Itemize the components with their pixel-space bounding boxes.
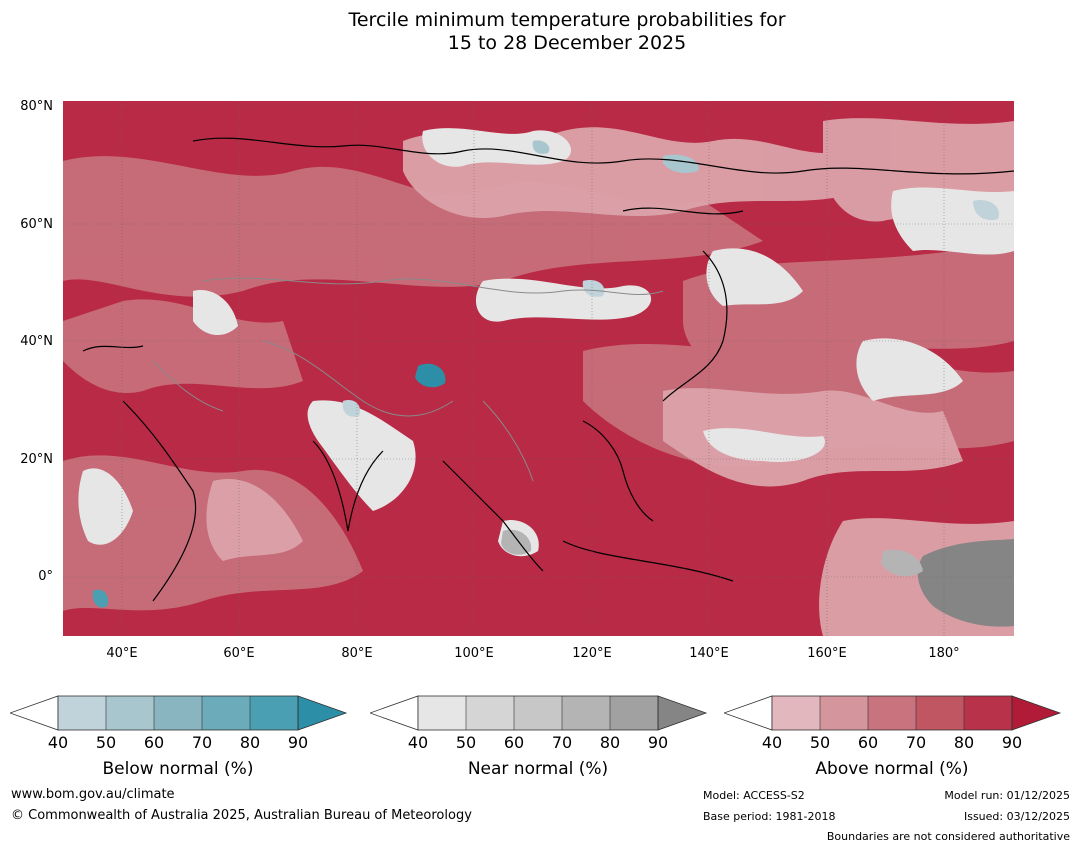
- model-run-text: Model run: 01/12/2025: [944, 789, 1070, 802]
- near-normal-high-areas: [917, 539, 1014, 627]
- near-normal-swatch-5: [610, 696, 658, 730]
- above-normal-legend-title: Above normal (%): [815, 759, 969, 779]
- lat-label-80n: 80°N: [20, 99, 53, 114]
- lat-label-0: 0°: [38, 569, 53, 584]
- above-normal-swatch-1: [772, 696, 820, 730]
- lat-label-60n: 60°N: [20, 217, 53, 232]
- country-borders: [152, 277, 664, 482]
- title-line-1: Tercile minimum temperature probabilitie…: [348, 9, 786, 31]
- near-normal-colorbar: [370, 695, 708, 731]
- lon-label-60e: 60°E: [223, 646, 255, 661]
- lon-label-120e: 120°E: [572, 646, 612, 661]
- website-link[interactable]: www.bom.gov.au/climate: [11, 787, 175, 802]
- lon-label-180: 180°: [928, 646, 960, 661]
- below-tick-60: 60: [143, 733, 165, 752]
- above-tick-60: 60: [857, 733, 879, 752]
- below-tick-50: 50: [95, 733, 117, 752]
- lon-label-100e: 100°E: [454, 646, 494, 661]
- coastlines: [82, 137, 1014, 602]
- near-normal-swatch-low: [370, 695, 419, 731]
- above-normal-swatch-high: [1011, 695, 1062, 731]
- lon-label-160e: 160°E: [807, 646, 847, 661]
- above-tick-80: 80: [953, 733, 975, 752]
- lat-label-20n: 20°N: [20, 452, 53, 467]
- below-normal-legend-title: Below normal (%): [102, 759, 254, 779]
- below-normal-swatch-1: [58, 696, 106, 730]
- below-normal-swatch-5: [250, 696, 298, 730]
- graticule: [63, 101, 1014, 636]
- below-normal-colorbar: [10, 695, 348, 731]
- below-tick-90: 90: [287, 733, 309, 752]
- below-normal-swatch-4: [202, 696, 250, 730]
- lon-label-40e: 40°E: [106, 646, 138, 661]
- map-title: Tercile minimum temperature probabilitie…: [0, 9, 1081, 55]
- near-tick-70: 70: [551, 733, 573, 752]
- below-normal-areas: [92, 140, 999, 608]
- above-normal-swatch-3: [868, 696, 916, 730]
- map-canvas: [63, 101, 1014, 636]
- lon-label-80e: 80°E: [341, 646, 373, 661]
- above-tick-90: 90: [1001, 733, 1023, 752]
- near-normal-swatch-3: [514, 696, 562, 730]
- near-normal-areas: [78, 128, 1014, 557]
- above-normal-colorbar: [724, 695, 1062, 731]
- probability-map: [63, 101, 1014, 636]
- below-tick-40: 40: [47, 733, 69, 752]
- near-normal-swatch-1: [418, 696, 466, 730]
- below-tick-80: 80: [239, 733, 261, 752]
- lat-label-40n: 40°N: [20, 334, 53, 349]
- near-tick-50: 50: [455, 733, 477, 752]
- issued-text: Issued: 03/12/2025: [963, 810, 1070, 823]
- near-normal-swatch-high: [657, 695, 708, 731]
- above-tick-70: 70: [905, 733, 927, 752]
- below-tick-70: 70: [191, 733, 213, 752]
- near-normal-legend-title: Near normal (%): [467, 759, 609, 779]
- near-tick-40: 40: [407, 733, 429, 752]
- above-normal-swatch-5: [964, 696, 1012, 730]
- near-tick-60: 60: [503, 733, 525, 752]
- near-tick-90: 90: [647, 733, 669, 752]
- disclaimer-text: Boundaries are not considered authoritat…: [826, 830, 1070, 843]
- below-normal-swatch-2: [106, 696, 154, 730]
- below-normal-swatch-high: [297, 695, 348, 731]
- near-tick-80: 80: [599, 733, 621, 752]
- above-normal-swatch-4: [916, 696, 964, 730]
- lon-label-140e: 140°E: [689, 646, 729, 661]
- copyright-text: © Commonwealth of Australia 2025, Austra…: [11, 808, 472, 823]
- above-normal-swatch-low: [724, 695, 773, 731]
- above-normal-swatch-2: [820, 696, 868, 730]
- base-period-text: Base period: 1981-2018: [703, 810, 836, 823]
- near-normal-swatch-4: [562, 696, 610, 730]
- above-tick-40: 40: [761, 733, 783, 752]
- near-normal-swatch-2: [466, 696, 514, 730]
- title-line-2: 15 to 28 December 2025: [447, 32, 687, 54]
- below-normal-swatch-low: [10, 695, 59, 731]
- above-tick-50: 50: [809, 733, 831, 752]
- below-normal-swatch-3: [154, 696, 202, 730]
- model-text: Model: ACCESS-S2: [703, 789, 805, 802]
